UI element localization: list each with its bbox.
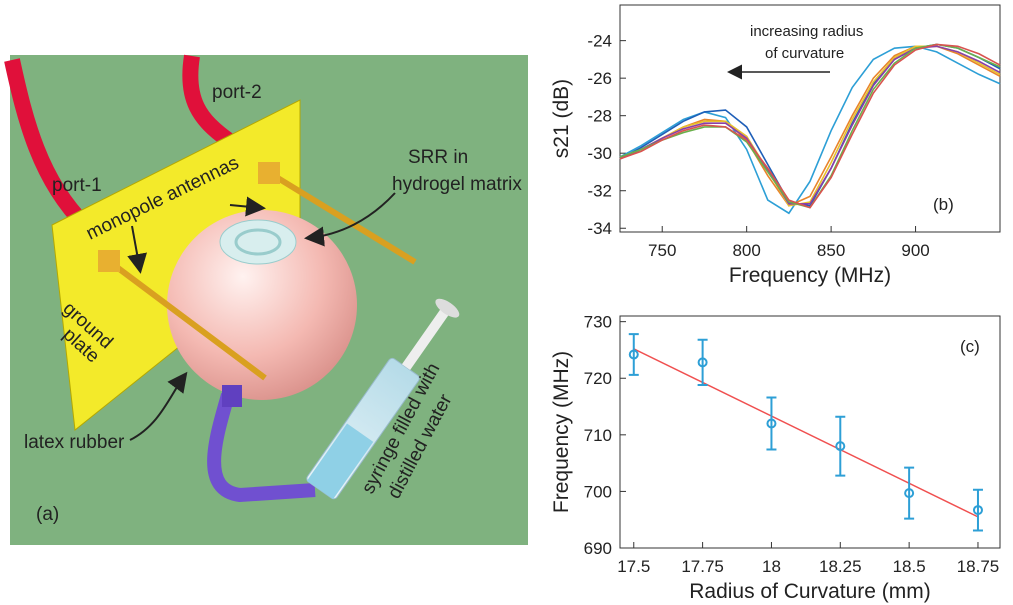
y-axis-title: s21 (dB) <box>550 79 573 158</box>
y-tick-label: -26 <box>587 69 612 88</box>
label: port-1 <box>52 175 102 196</box>
annotation: increasing radius <box>750 23 863 40</box>
x-tick-label: 750 <box>648 241 676 260</box>
y-tick-label: -30 <box>587 144 612 163</box>
fit-line <box>634 349 978 517</box>
x-tick-label: 800 <box>732 241 760 260</box>
x-axis-title: Radius of Curvature (mm) <box>689 580 931 603</box>
label: hydrogel matrix <box>392 174 522 195</box>
label: port-2 <box>212 82 262 103</box>
srr <box>220 220 296 264</box>
x-tick-label: 18.75 <box>957 557 1000 576</box>
label: SRR in <box>408 147 468 168</box>
pad <box>258 162 280 184</box>
y-tick-label: -28 <box>587 107 612 126</box>
y-axis-title: Frequency (MHz) <box>550 351 573 513</box>
y-tick-label: 720 <box>584 369 612 388</box>
panel-label: (c) <box>960 337 980 356</box>
x-tick-label: 900 <box>901 241 929 260</box>
x-tick-label: 17.5 <box>617 557 650 576</box>
y-tick-label: -34 <box>587 219 612 238</box>
x-tick-label: 17.75 <box>681 557 724 576</box>
x-tick-label: 18.25 <box>819 557 862 576</box>
x-tick-label: 18.5 <box>893 557 926 576</box>
panel-label: (a) <box>36 504 59 525</box>
label: latex rubber <box>24 432 125 453</box>
y-tick-label: 710 <box>584 426 612 445</box>
y-tick-label: -32 <box>587 182 612 201</box>
connector <box>222 385 242 407</box>
panel-label: (b) <box>933 195 954 214</box>
y-tick-label: 730 <box>584 313 612 332</box>
illustration: port-1 port-2 monopole antennas SRR in h… <box>10 55 528 545</box>
x-tick-label: 850 <box>817 241 845 260</box>
plot-frame <box>620 316 1000 548</box>
x-tick-label: 18 <box>762 557 781 576</box>
annotation: of curvature <box>765 45 844 62</box>
y-tick-label: -24 <box>587 32 612 51</box>
pad <box>98 250 120 272</box>
figure: port-1 port-2 monopole antennas SRR in h… <box>0 0 1013 605</box>
x-axis-title: Frequency (MHz) <box>729 264 891 287</box>
y-tick-label: 700 <box>584 482 612 501</box>
y-tick-label: 690 <box>584 539 612 558</box>
